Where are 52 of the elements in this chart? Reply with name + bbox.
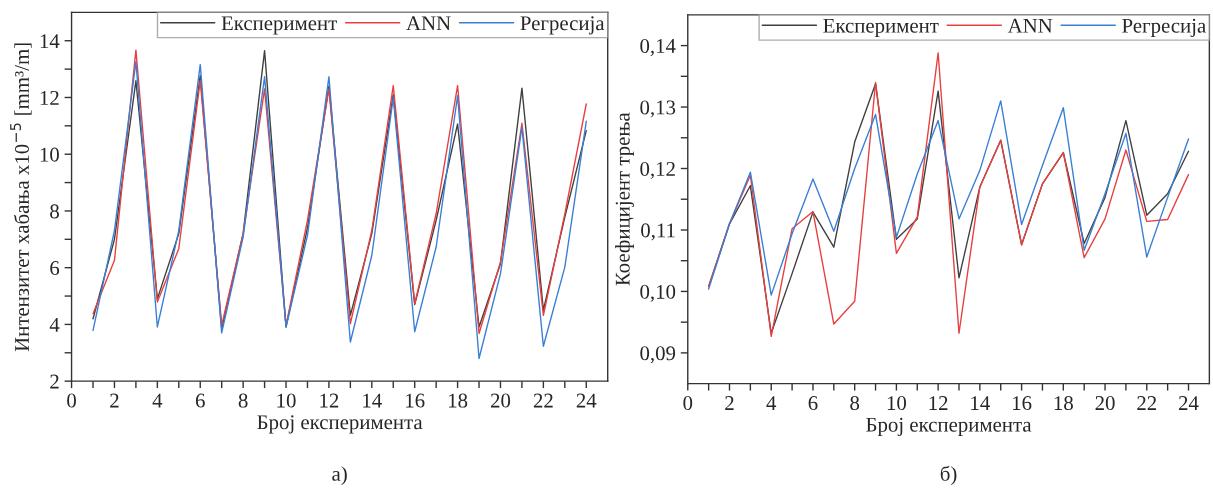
x-tick-label: 24 — [576, 393, 597, 408]
y-tick-label: 0,09 — [640, 346, 676, 364]
y-tick-label: 0,10 — [640, 284, 676, 302]
y-tick-label: 6 — [50, 261, 60, 276]
legend-label: ANN — [1007, 18, 1053, 33]
y-tick-label: 14 — [40, 34, 60, 48]
legend-label: Регресија — [520, 16, 605, 35]
x-tick-label: 20 — [1095, 396, 1115, 411]
x-tick-label: 22 — [1137, 396, 1157, 410]
legend-label: Експеримент — [823, 18, 939, 37]
x-tick-label: 12 — [320, 393, 339, 408]
x-tick-label: 24 — [1179, 396, 1199, 410]
x-tick-label: 20 — [490, 393, 511, 408]
x-tick-label: 10 — [887, 396, 907, 411]
y-tick-label: 10 — [40, 147, 59, 162]
x-tick-label: 10 — [277, 393, 296, 408]
x-tick-label: 4 — [152, 393, 163, 408]
legend-label: ANN — [406, 16, 451, 31]
x-axis-title: Број експеримента — [257, 415, 423, 434]
x-tick-label: 6 — [808, 396, 818, 411]
y-axis-title: Коефицијент трења — [615, 112, 634, 286]
x-tick-label: 18 — [1054, 396, 1073, 411]
x-tick-label: 4 — [766, 396, 777, 410]
y-tick-label: 0,14 — [640, 38, 676, 57]
x-tick-label: 2 — [110, 393, 119, 408]
text: а) — [332, 466, 347, 486]
x-tick-label: 0 — [683, 396, 693, 411]
y-tick-label: 12 — [40, 90, 59, 105]
x-tick-label: 0 — [67, 393, 76, 408]
x-tick-label: 14 — [363, 393, 382, 408]
y-tick-label: 8 — [50, 204, 59, 219]
y-axis-title: Интензитет хабања x10$^{−5}$ [mm³/m] — [10, 43, 32, 352]
y-tick-label: 2 — [50, 374, 59, 389]
x-tick-label: 18 — [449, 393, 468, 408]
x-tick-label: 6 — [195, 393, 205, 408]
x-tick-label: 8 — [850, 396, 860, 411]
x-tick-label: 16 — [406, 393, 425, 408]
x-tick-label: 16 — [1013, 396, 1032, 411]
y-tick-label: 0,13 — [640, 100, 676, 118]
x-tick-label: 14 — [971, 396, 990, 410]
legend-label: Регресија — [1122, 18, 1206, 37]
legend-label: Експеримент — [221, 16, 337, 35]
y-tick-label: 4 — [49, 317, 60, 332]
x-tick-label: 12 — [929, 396, 948, 410]
y-tick-label: 0,12 — [640, 161, 675, 179]
line-series — [707, 100, 1190, 296]
x-tick-label: 2 — [725, 396, 734, 410]
x-tick-label: 8 — [238, 393, 248, 408]
y-tick-label: 0,11 — [641, 223, 675, 241]
text: б) — [940, 465, 957, 486]
x-axis-title: Број експеримента — [866, 417, 1032, 436]
x-tick-label: 22 — [533, 393, 553, 408]
